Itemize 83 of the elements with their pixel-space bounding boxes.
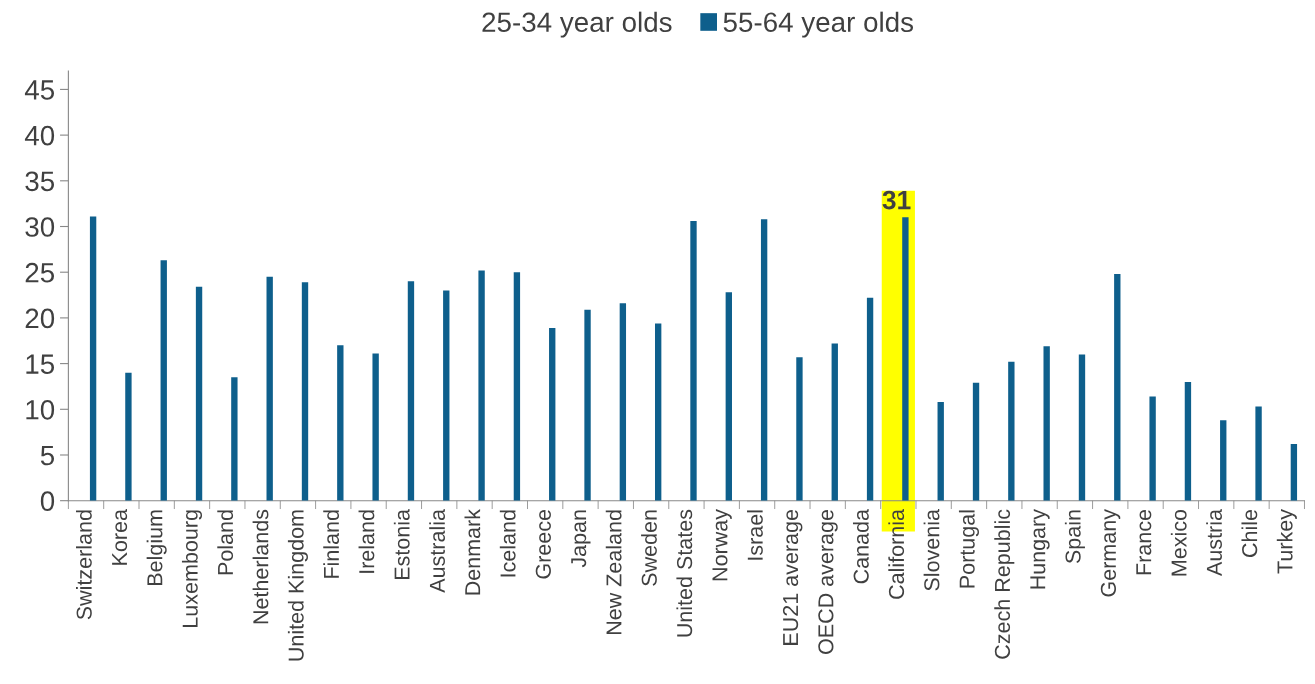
y-tick-label: 25 (25, 262, 55, 283)
bar (89, 216, 97, 501)
x-tick-label: Portugal (958, 510, 979, 588)
bar (1114, 274, 1121, 501)
x-tick-label: Luxembourg (181, 510, 203, 627)
y-tick-label: 15 (26, 354, 55, 374)
y-tick-label: 30 (25, 217, 55, 237)
x-tick-label: Estonia (393, 509, 410, 580)
x-tick-label: Belgium (146, 510, 167, 586)
bar (796, 357, 803, 501)
x-tick-label: Turkey (1276, 509, 1297, 574)
bar (690, 221, 697, 501)
x-tick-label: Greece (535, 509, 551, 579)
bar (866, 297, 874, 501)
x-tick-label: Japan (571, 510, 591, 568)
x-tick-label: Iceland (499, 510, 516, 577)
legend-label: 55-64 year olds (723, 11, 914, 38)
bar (372, 353, 379, 501)
y-tick-label: 40 (24, 125, 55, 146)
x-tick-label: Norway (712, 509, 732, 581)
bar (831, 343, 838, 501)
bar (443, 290, 450, 501)
bar (1149, 396, 1156, 501)
x-tick-label: Denmark (464, 508, 481, 595)
bar (160, 260, 167, 501)
bar (1078, 354, 1086, 501)
bar (231, 377, 238, 501)
data-label: 31 (882, 190, 911, 210)
x-tick-label: United States (676, 509, 693, 637)
x-tick-label: Australia (429, 509, 445, 593)
bar (195, 286, 203, 501)
x-tick-label: Mexico (1170, 509, 1187, 576)
bar (478, 270, 485, 501)
x-tick-label: Sweden (641, 510, 657, 586)
x-tick-label: Finland (323, 510, 340, 578)
bar (549, 327, 556, 501)
bar (1008, 361, 1015, 501)
x-tick-label: Austria (1206, 509, 1222, 576)
y-tick-label: 20 (25, 308, 55, 329)
x-tick-label: Korea (112, 509, 128, 565)
x-tick-label: Germany (1100, 509, 1121, 597)
x-tick-label: Hungary (1030, 509, 1050, 589)
bar (125, 372, 132, 501)
y-tick-label: 5 (40, 445, 55, 466)
x-tick-label: Czech Republic (994, 509, 1015, 659)
x-tick-label: Switzerland (76, 510, 92, 620)
x-tick-label: New Zealand (605, 510, 622, 635)
bar (1255, 406, 1262, 501)
bar (584, 309, 591, 501)
bar (902, 217, 909, 501)
x-tick-label: Spain (1064, 510, 1085, 564)
bar (937, 401, 944, 501)
bar (619, 303, 627, 501)
x-tick-label: Canada (852, 509, 869, 584)
x-tick-label: Ireland (358, 510, 375, 573)
x-tick-label: United Kingdom (287, 510, 308, 661)
bar (513, 272, 521, 501)
y-tick-label: 35 (25, 171, 55, 192)
y-tick-label: 10 (26, 399, 55, 420)
x-tick-label: EU21 average (782, 509, 803, 645)
x-tick-label: California (888, 509, 905, 599)
x-tick-label: Slovenia (923, 509, 940, 591)
x-tick-label: Israel (747, 510, 763, 560)
bar (1220, 420, 1227, 501)
bar (266, 276, 273, 501)
bar (407, 281, 415, 501)
bar (337, 345, 344, 501)
bar (725, 292, 732, 501)
x-tick-label: Netherlands (252, 509, 269, 624)
x-tick-label: France (1136, 509, 1152, 575)
bar (655, 323, 662, 501)
bar (972, 382, 980, 501)
bar (1290, 444, 1298, 501)
x-tick-label: OECD average (818, 509, 838, 654)
y-tick-label: 0 (40, 491, 55, 512)
bar (1043, 346, 1050, 501)
text: 25-34 year olds (482, 11, 672, 38)
bar (1184, 381, 1192, 501)
bar (301, 282, 309, 501)
bar (760, 219, 768, 501)
x-tick-label: Chile (1241, 509, 1258, 557)
y-tick-label: 45 (24, 80, 55, 100)
x-tick-label: Poland (217, 510, 234, 575)
